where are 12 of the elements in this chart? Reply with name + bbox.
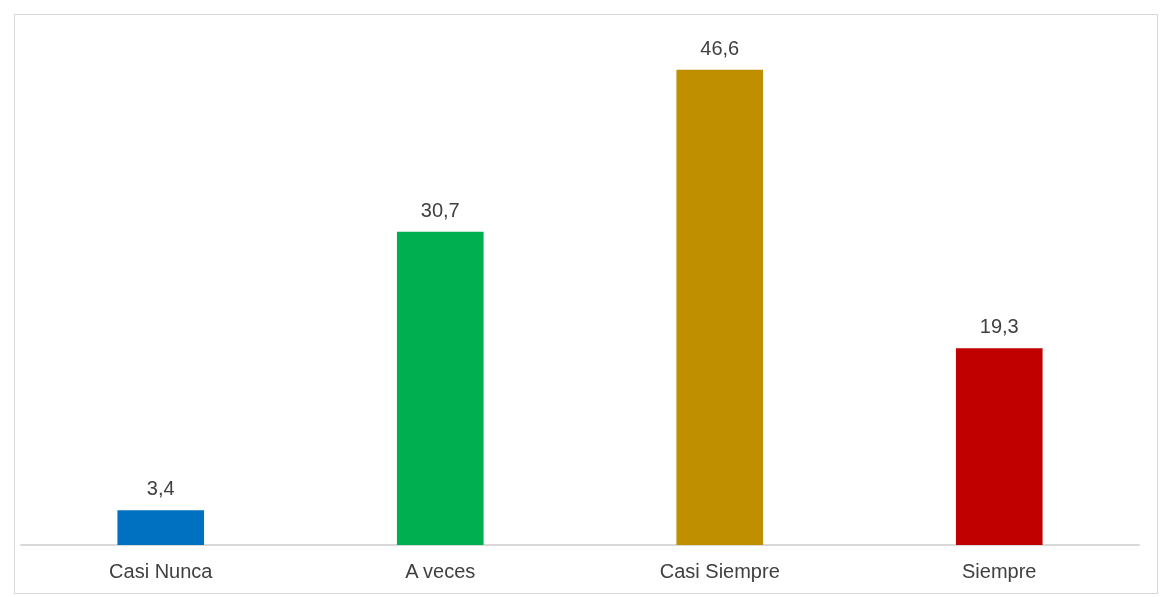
x-tick-label: A veces [405, 560, 476, 582]
data-label: 3,4 [146, 477, 175, 500]
bar [117, 510, 205, 545]
x-tick-label: Casi Siempre [659, 560, 780, 582]
bar [676, 69, 764, 545]
data-label: 30,7 [420, 198, 460, 221]
bar [955, 348, 1043, 545]
x-tick-label: Casi Nunca [109, 560, 214, 582]
data-label: 46,6 [700, 36, 740, 59]
data-label: 19,3 [979, 315, 1019, 338]
bar [396, 231, 484, 545]
x-tick-label: Siempre [962, 560, 1037, 582]
